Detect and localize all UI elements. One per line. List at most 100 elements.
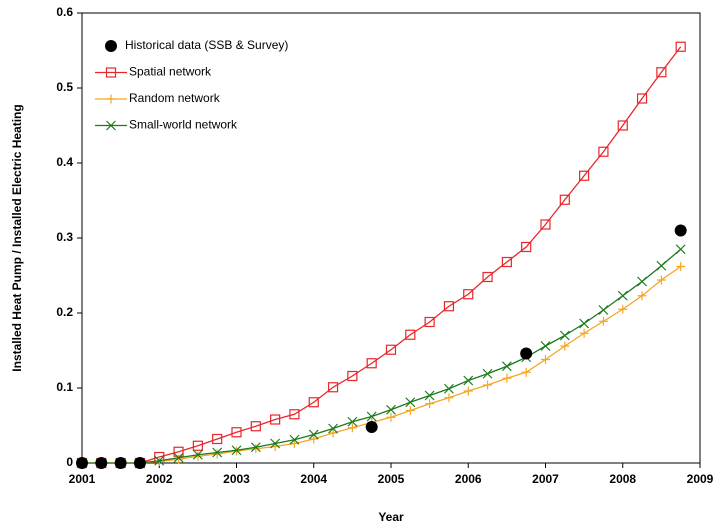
- x-tick-label: 2004: [300, 472, 327, 486]
- marker: [231, 427, 242, 438]
- x-tick-label: 2008: [609, 472, 636, 486]
- plot-frame: [81, 12, 701, 464]
- marker: [424, 390, 435, 401]
- marker: [674, 224, 687, 237]
- marker: [95, 457, 108, 469]
- x-axis-label: Year: [378, 510, 404, 524]
- marker: [483, 380, 493, 390]
- legend-marker: [105, 40, 117, 52]
- y-tick-label: 0.1: [56, 380, 73, 394]
- marker: [385, 344, 397, 355]
- marker: [289, 409, 300, 420]
- marker: [579, 328, 589, 338]
- marker: [250, 421, 261, 432]
- x-tick-label: 2002: [146, 472, 173, 486]
- marker: [444, 393, 454, 403]
- marker: [521, 367, 531, 377]
- marker: [193, 451, 203, 461]
- marker: [598, 305, 609, 315]
- marker: [501, 256, 512, 268]
- marker: [598, 146, 609, 157]
- marker: [675, 41, 686, 52]
- marker: [347, 370, 358, 382]
- marker: [174, 454, 184, 464]
- y-tick-label: 0.6: [56, 5, 73, 19]
- marker: [308, 429, 319, 440]
- marker: [598, 316, 608, 326]
- x-tick-label: 2007: [532, 472, 559, 486]
- legend-marker: [106, 94, 116, 104]
- marker: [540, 219, 551, 230]
- marker: [405, 329, 416, 340]
- y-tick-label: 0.2: [56, 305, 73, 319]
- legend-marker: [105, 67, 117, 78]
- marker: [386, 404, 396, 415]
- marker: [192, 449, 203, 460]
- marker: [463, 289, 474, 300]
- marker: [114, 457, 127, 469]
- marker: [637, 291, 647, 301]
- marker: [328, 423, 338, 434]
- marker: [366, 358, 377, 369]
- series-line: [82, 46, 682, 464]
- marker: [270, 438, 281, 449]
- marker: [520, 347, 533, 360]
- x-tick-label: 2005: [378, 472, 405, 486]
- marker: [656, 67, 667, 78]
- marker: [154, 455, 165, 466]
- marker: [501, 361, 512, 372]
- marker: [192, 440, 203, 451]
- y-tick-label: 0.4: [56, 155, 73, 169]
- series-line: [82, 265, 682, 464]
- y-tick-label: 0.3: [56, 230, 73, 244]
- marker: [309, 434, 319, 444]
- marker: [443, 301, 455, 312]
- legend-label: Historical data (SSB & Survey): [125, 38, 288, 52]
- marker: [541, 355, 550, 364]
- marker: [579, 170, 590, 181]
- legend-label: Random network: [129, 91, 221, 105]
- series-line: [82, 248, 682, 464]
- marker: [405, 406, 415, 415]
- marker: [251, 444, 261, 454]
- x-tick-label: 2009: [687, 472, 714, 486]
- marker: [521, 241, 532, 253]
- marker: [250, 442, 261, 453]
- marker: [482, 271, 493, 283]
- y-axis-label: Installed Heat Pump / Installed Electric…: [10, 104, 24, 371]
- marker: [463, 375, 474, 386]
- marker: [212, 449, 222, 459]
- marker: [289, 434, 300, 445]
- marker: [676, 262, 686, 271]
- marker: [425, 399, 435, 409]
- marker: [617, 290, 628, 301]
- x-tick-label: 2001: [69, 472, 96, 486]
- marker: [540, 341, 551, 351]
- y-tick-label: 0: [66, 455, 73, 469]
- marker: [559, 194, 570, 205]
- marker: [463, 386, 473, 396]
- y-tick-label: 0.5: [56, 80, 73, 94]
- marker: [636, 93, 648, 104]
- marker: [327, 382, 339, 393]
- marker: [559, 330, 570, 341]
- x-tick-label: 2006: [455, 472, 482, 486]
- marker: [212, 447, 223, 458]
- marker: [424, 316, 435, 328]
- marker: [482, 368, 493, 379]
- marker: [656, 275, 666, 285]
- marker: [76, 457, 88, 469]
- marker: [347, 423, 357, 433]
- marker: [270, 414, 281, 425]
- marker: [308, 397, 319, 408]
- marker: [405, 397, 416, 408]
- marker: [617, 120, 628, 131]
- marker: [133, 457, 146, 469]
- marker: [656, 260, 667, 271]
- marker: [366, 411, 377, 422]
- legend-marker: [106, 120, 116, 131]
- marker: [560, 341, 570, 351]
- legend-label: Spatial network: [129, 65, 212, 79]
- x-tick-label: 2003: [223, 472, 250, 486]
